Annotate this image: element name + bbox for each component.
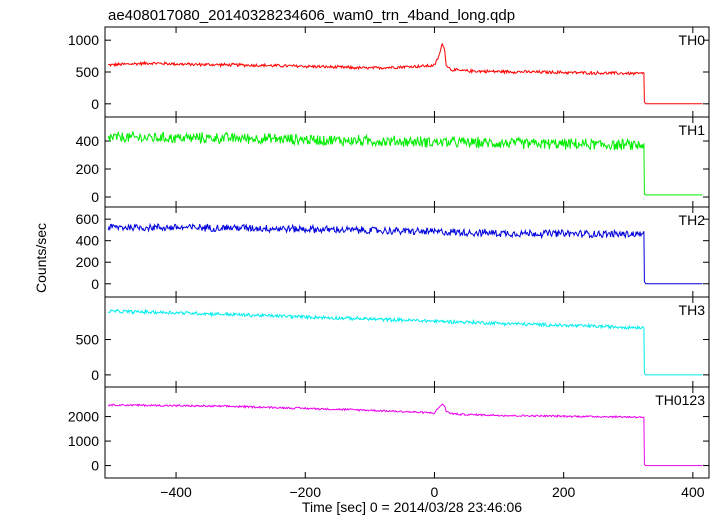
y-tick-label: 1000 [68,32,99,48]
y-tick-label: 500 [76,64,100,80]
panel-frame [104,296,710,388]
panel-th0123: 0 1000 2000 TH0123 [68,386,710,479]
panel-frame [104,206,710,298]
panel-th3: 0 500 TH3 [76,296,710,388]
y-tick-label: 0 [91,276,99,292]
y-tick-label: 200 [76,254,100,270]
panel-frame [104,386,710,479]
panel-label: TH1 [679,122,706,138]
series-th2-line [107,222,703,285]
series-th0-line [108,42,703,105]
panel-th0: 0 500 1000 TH0 [68,26,710,118]
panels-group: 0 500 1000 TH0 0 200 400 TH1 0 200 400 600 TH2 0 500 TH… [68,26,710,479]
y-tick-label: 200 [76,161,100,177]
panel-th2: 0 200 400 600 TH2 [76,206,710,298]
x-tick-label: −200 [289,484,321,500]
y-tick-label: 0 [91,367,99,383]
panel-label: TH2 [679,212,706,228]
panel-label: TH3 [679,302,706,318]
y-tick-label: 500 [76,332,100,348]
x-tick-label: 400 [681,484,705,500]
panel-frame [104,116,710,208]
y-tick-label: 1000 [68,433,99,449]
x-tick-label: 200 [552,484,576,500]
y-tick-label: 0 [91,458,99,474]
x-tick-label: −400 [160,484,192,500]
panel-th1: 0 200 400 TH1 [76,116,710,208]
y-tick-label: 400 [76,133,100,149]
x-axis-ticks: −400 −200 0 200 400 [160,484,704,500]
panel-label: TH0123 [655,392,705,408]
series-th3-line [107,308,703,376]
y-tick-label: 0 [91,189,99,205]
y-tick-label: 600 [76,211,100,227]
y-axis-label: Counts/sec [33,223,49,293]
series-th0123-line [107,403,703,467]
x-axis-label: Time [sec] 0 = 2014/03/28 23:46:06 [302,499,522,515]
x-tick-label: 0 [431,484,439,500]
panel-frame [104,26,710,118]
chart-title: ae408017080_20140328234606_wam0_trn_4ban… [108,7,515,24]
panel-label: TH0 [679,32,706,48]
series-th1-line [107,130,703,196]
y-tick-label: 400 [76,233,100,249]
y-tick-label: 0 [91,96,99,112]
y-tick-label: 2000 [68,409,99,425]
